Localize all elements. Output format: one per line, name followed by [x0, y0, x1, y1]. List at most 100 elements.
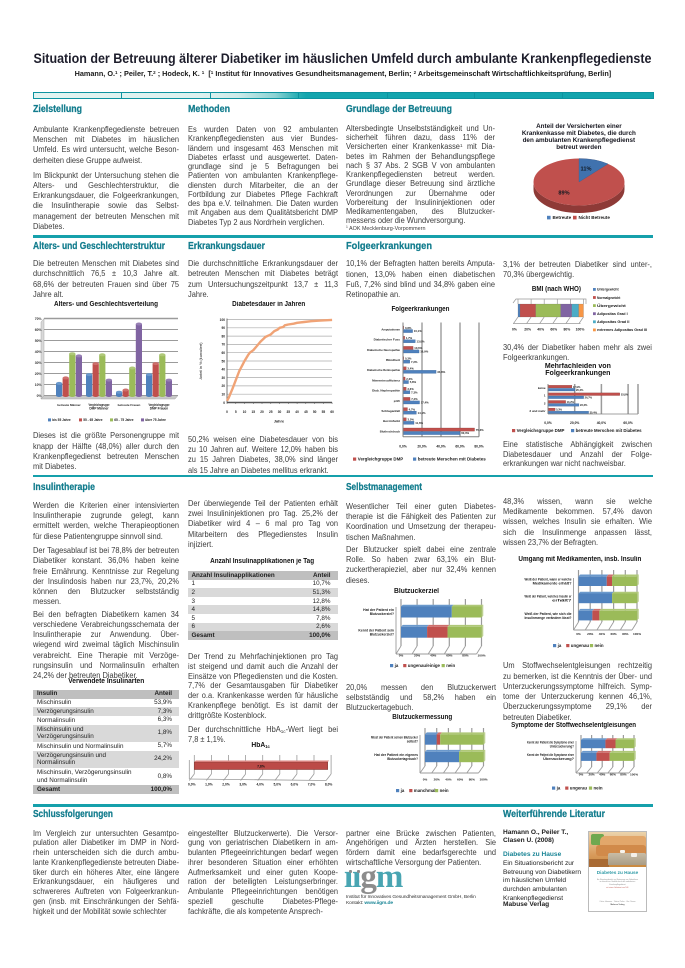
- svg-text:30: 30: [278, 410, 282, 414]
- svg-text:ungerau: ungerau: [570, 786, 588, 791]
- svg-text:nein: nein: [594, 786, 603, 791]
- svg-text:60,0%: 60,0%: [623, 421, 632, 425]
- svg-text:15: 15: [252, 410, 256, 414]
- svg-text:70: 70: [221, 343, 225, 347]
- svg-text:40%: 40%: [537, 328, 544, 332]
- svg-text:80%: 80%: [469, 778, 475, 782]
- svg-text:20%: 20%: [587, 632, 593, 636]
- svg-text:40%: 40%: [430, 654, 436, 658]
- svg-text:20,2%: 20,2%: [576, 388, 584, 392]
- svg-text:20%: 20%: [434, 778, 440, 782]
- svg-text:7,4%: 7,4%: [411, 397, 418, 401]
- svg-text:5,8%: 5,8%: [410, 380, 417, 384]
- svg-text:60%: 60%: [550, 328, 557, 332]
- svg-text:Nicht Betreute: Nicht Betreute: [579, 215, 611, 220]
- svg-text:100%: 100%: [480, 778, 488, 782]
- svg-text:14,1%: 14,1%: [418, 411, 426, 415]
- svg-text:betreute Männer: betreute Männer: [57, 403, 81, 407]
- svg-text:Übergewicht: Übergewicht: [597, 304, 627, 308]
- svg-text:Jahre: Jahre: [274, 420, 284, 424]
- svg-text:60%: 60%: [610, 632, 616, 636]
- svg-text:0%: 0%: [423, 778, 428, 782]
- svg-text:0,8%: 0,8%: [405, 326, 412, 330]
- svg-text:Diabetischer Fuss: Diabetischer Fuss: [374, 338, 401, 342]
- svg-text:über 75 Jahre: über 75 Jahre: [145, 418, 166, 422]
- svg-text:betreute Merschen mit Diabetes: betreute Merschen mit Diabetes: [576, 428, 643, 433]
- svg-text:0%: 0%: [576, 632, 581, 636]
- svg-text:manchmal: manchmal: [414, 788, 436, 793]
- svg-text:Unterzuckerung?: Unterzuckerung?: [550, 744, 574, 748]
- svg-text:20%: 20%: [414, 654, 420, 658]
- svg-text:Diabetische Neuropathie: Diabetische Neuropathie: [367, 348, 400, 352]
- svg-text:1,7%: 1,7%: [406, 336, 413, 340]
- svg-text:30: 30: [221, 376, 225, 380]
- svg-text:Misst der Patient seinen Blutz: Misst der Patient seinen Blutzucker: [371, 736, 419, 740]
- svg-text:Weiß der Patient, welches Insu: Weiß der Patient, welches Insulin er: [525, 595, 573, 599]
- svg-text:100%: 100%: [630, 773, 638, 777]
- svg-text:17,9%: 17,9%: [573, 385, 581, 389]
- svg-text:0%: 0%: [579, 773, 584, 777]
- svg-text:Diab. Nephropathie: Diab. Nephropathie: [372, 389, 400, 393]
- svg-text:80: 80: [221, 334, 225, 338]
- svg-text:20: 20: [221, 384, 225, 388]
- svg-text:2,2%: 2,2%: [406, 377, 413, 381]
- svg-text:nein: nein: [440, 788, 449, 793]
- svg-text:30,4%: 30,4%: [590, 411, 598, 415]
- svg-text:betreute Frauen: betreute Frauen: [118, 403, 141, 407]
- svg-text:3 und mehr: 3 und mehr: [529, 409, 546, 413]
- svg-text:erhält?: erhält?: [552, 599, 571, 603]
- svg-text:Herzinfarkt: Herzinfarkt: [383, 419, 400, 423]
- svg-text:65 - 75 Jahre: 65 - 75 Jahre: [114, 418, 134, 422]
- svg-text:10: 10: [243, 410, 247, 414]
- svg-text:55 - 65 Jahre: 55 - 65 Jahre: [83, 418, 103, 422]
- svg-text:40,0%: 40,0%: [436, 445, 445, 449]
- svg-text:7,8%: 7,8%: [257, 765, 265, 769]
- svg-text:40%: 40%: [35, 350, 42, 354]
- svg-text:23,2%: 23,2%: [580, 403, 588, 407]
- svg-text:Vergleichsgruppe: Vergleichsgruppe: [149, 403, 170, 407]
- svg-text:100: 100: [220, 318, 226, 322]
- svg-text:0%: 0%: [512, 328, 517, 332]
- svg-text:60%: 60%: [35, 328, 42, 332]
- svg-text:10,1%: 10,1%: [414, 329, 422, 333]
- svg-text:80%: 80%: [564, 328, 571, 332]
- svg-text:Medikamente erhält?: Medikamente erhält?: [533, 581, 572, 585]
- svg-text:80,0%: 80,0%: [474, 445, 483, 449]
- svg-text:DMP Männer: DMP Männer: [89, 407, 109, 411]
- svg-text:keine: keine: [538, 386, 546, 390]
- svg-text:55: 55: [322, 410, 326, 414]
- svg-text:DMP Frauen: DMP Frauen: [150, 407, 169, 411]
- svg-text:Hat der Patient ein eigenes: Hat der Patient ein eigenes: [374, 753, 418, 757]
- svg-text:20: 20: [260, 410, 264, 414]
- svg-text:60%: 60%: [610, 773, 616, 777]
- svg-text:20%: 20%: [524, 328, 531, 332]
- svg-text:0,0%: 0,0%: [544, 421, 552, 425]
- svg-text:34,8%: 34,8%: [437, 370, 445, 374]
- svg-text:7,2%: 7,2%: [411, 360, 418, 364]
- svg-text:60: 60: [221, 351, 225, 355]
- svg-text:5,3%: 5,3%: [556, 408, 563, 412]
- svg-text:0,3%: 0,3%: [405, 356, 412, 360]
- svg-text:60%: 60%: [457, 778, 463, 782]
- svg-text:ja: ja: [557, 643, 562, 648]
- svg-text:50: 50: [221, 359, 225, 363]
- svg-text:11%: 11%: [581, 167, 592, 173]
- svg-text:Kennt der Patient sein: Kennt der Patient sein: [358, 628, 394, 632]
- svg-text:ungenau/einige: ungenau/einige: [408, 663, 441, 668]
- svg-text:Amputationen: Amputationen: [381, 327, 400, 331]
- svg-text:Blindheit: Blindheit: [386, 358, 400, 362]
- svg-text:5,0%: 5,0%: [274, 783, 282, 787]
- svg-text:17,4%: 17,4%: [421, 401, 429, 405]
- svg-text:Bluthochdruck: Bluthochdruck: [380, 429, 400, 433]
- svg-text:pAVK: pAVK: [394, 399, 401, 403]
- svg-text:Diabetische Retinopathie: Diabetische Retinopathie: [367, 368, 400, 372]
- svg-text:30%: 30%: [35, 361, 42, 365]
- svg-text:betreute Merschen mit Diabetes: betreute Merschen mit Diabetes: [418, 457, 487, 462]
- svg-text:20,0%: 20,0%: [570, 421, 579, 425]
- svg-text:ja: ja: [556, 786, 561, 791]
- svg-text:Vergleichsgruppe DMP: Vergleichsgruppe DMP: [517, 428, 565, 433]
- svg-text:Untergewicht: Untergewicht: [597, 288, 620, 292]
- svg-text:Weiß der Patient, wann er welc: Weiß der Patient, wann er welche: [525, 577, 572, 581]
- svg-text:Betreute: Betreute: [553, 215, 572, 220]
- svg-text:Niereninsuffizienz: Niereninsuffizienz: [372, 378, 400, 382]
